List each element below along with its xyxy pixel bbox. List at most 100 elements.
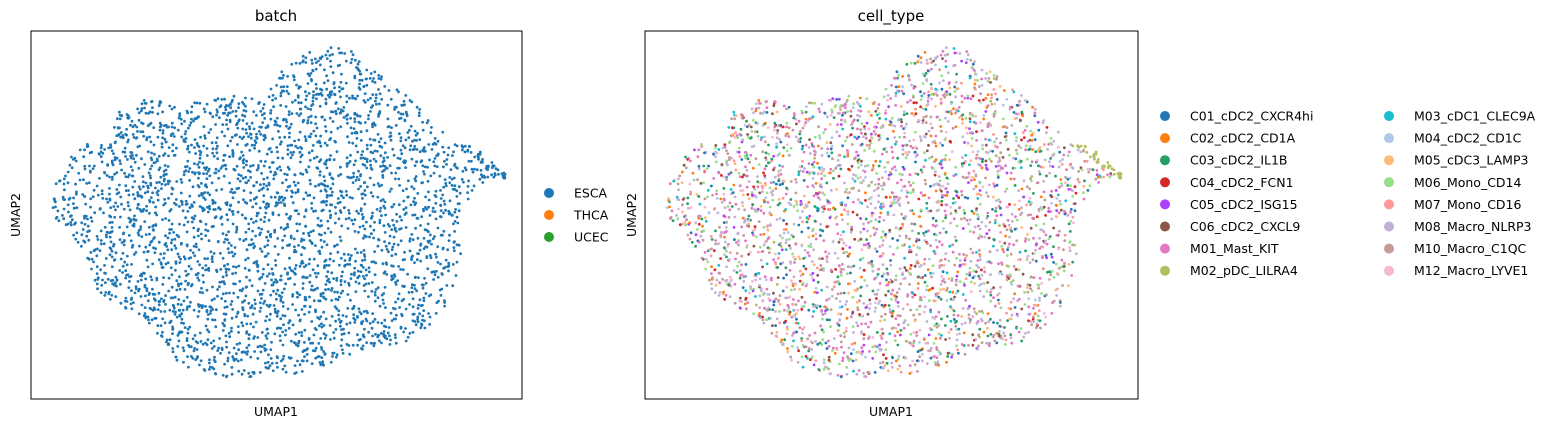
batch-point (103, 294, 107, 297)
cell-type-point (800, 202, 804, 206)
batch-point (110, 149, 114, 153)
batch-point (161, 283, 165, 286)
batch-point (260, 250, 264, 253)
cell-type-point (940, 243, 944, 247)
batch-point (349, 277, 353, 280)
batch-point (477, 157, 480, 161)
batch-point (486, 168, 489, 172)
batch-point (236, 210, 240, 214)
batch-point (170, 125, 174, 129)
cell-type-point (1009, 333, 1013, 336)
batch-point (101, 151, 105, 155)
batch-point (188, 325, 192, 329)
batch-point (187, 170, 191, 173)
batch-point (205, 166, 209, 169)
batch-point (394, 300, 397, 304)
cell-type-point (733, 135, 737, 139)
batch-point (222, 174, 226, 178)
batch-point (146, 124, 150, 128)
batch-point (113, 158, 117, 162)
batch-point (264, 361, 267, 365)
cell-type-point (987, 236, 991, 240)
batch-point (329, 187, 333, 190)
batch-point (183, 288, 187, 291)
batch-point (314, 346, 318, 350)
batch-point (415, 148, 419, 151)
batch-point (106, 277, 110, 281)
cell-type-point (999, 231, 1002, 234)
cell-type-point (1010, 313, 1014, 317)
batch-point (174, 246, 178, 250)
batch-point (146, 315, 150, 319)
batch-point (229, 139, 233, 143)
cell-type-point (780, 338, 784, 342)
batch-point (306, 72, 310, 76)
batch-point (235, 225, 239, 229)
cell-type-point (935, 325, 939, 329)
batch-point (303, 135, 307, 139)
batch-point (330, 271, 334, 275)
batch-point (232, 94, 236, 98)
batch-point (261, 107, 265, 110)
cell-type-point (935, 233, 938, 237)
batch-point (477, 155, 480, 159)
batch-point (121, 251, 125, 255)
batch-point (236, 177, 240, 181)
batch-point (399, 239, 403, 243)
batch-point (192, 235, 196, 239)
cell-type-point (703, 151, 706, 155)
cell-type-point (720, 200, 724, 204)
batch-point (289, 151, 293, 154)
batch-point (171, 132, 175, 136)
cell-type-point (891, 288, 895, 292)
batch-point (363, 289, 367, 293)
batch-point (339, 283, 343, 287)
batch-point (439, 204, 443, 208)
panel-cell-type-points (665, 46, 1123, 379)
cell-type-point (832, 176, 835, 180)
batch-point (394, 336, 397, 339)
cell-type-point (891, 309, 895, 313)
batch-point (202, 280, 205, 284)
batch-point (83, 214, 86, 218)
batch-point (62, 217, 66, 221)
cell-type-point (758, 191, 762, 195)
cell-type-point (737, 207, 741, 211)
batch-point (406, 131, 410, 134)
cell-type-point (991, 208, 994, 211)
batch-point (401, 112, 405, 116)
cell-type-point (707, 164, 710, 168)
batch-point (363, 227, 367, 231)
batch-point (254, 219, 258, 223)
batch-point (375, 102, 378, 106)
cell-type-point (741, 286, 745, 289)
batch-point (413, 283, 416, 287)
batch-point (197, 165, 201, 169)
cell-type-point (839, 123, 843, 126)
cell-type-point (1018, 118, 1022, 122)
batch-point (318, 56, 322, 60)
batch-point (369, 191, 373, 195)
batch-point (122, 243, 126, 247)
batch-point (446, 265, 450, 268)
batch-point (253, 146, 256, 150)
batch-point (414, 175, 418, 178)
batch-point (263, 245, 267, 249)
batch-point (208, 174, 212, 178)
batch-point (381, 198, 385, 201)
batch-point (149, 240, 153, 244)
batch-point (346, 113, 349, 117)
cell-type-point (931, 264, 935, 268)
batch-point (378, 209, 382, 213)
cell-type-point (801, 170, 805, 173)
batch-point (270, 340, 273, 344)
batch-point (204, 183, 208, 187)
batch-point (173, 153, 177, 157)
batch-point (297, 313, 300, 317)
batch-point (228, 291, 231, 295)
cell-type-point (733, 195, 737, 199)
batch-point (403, 250, 406, 254)
cell-type-point (752, 185, 756, 189)
batch-point (210, 257, 214, 261)
cell-type-point (981, 157, 984, 161)
